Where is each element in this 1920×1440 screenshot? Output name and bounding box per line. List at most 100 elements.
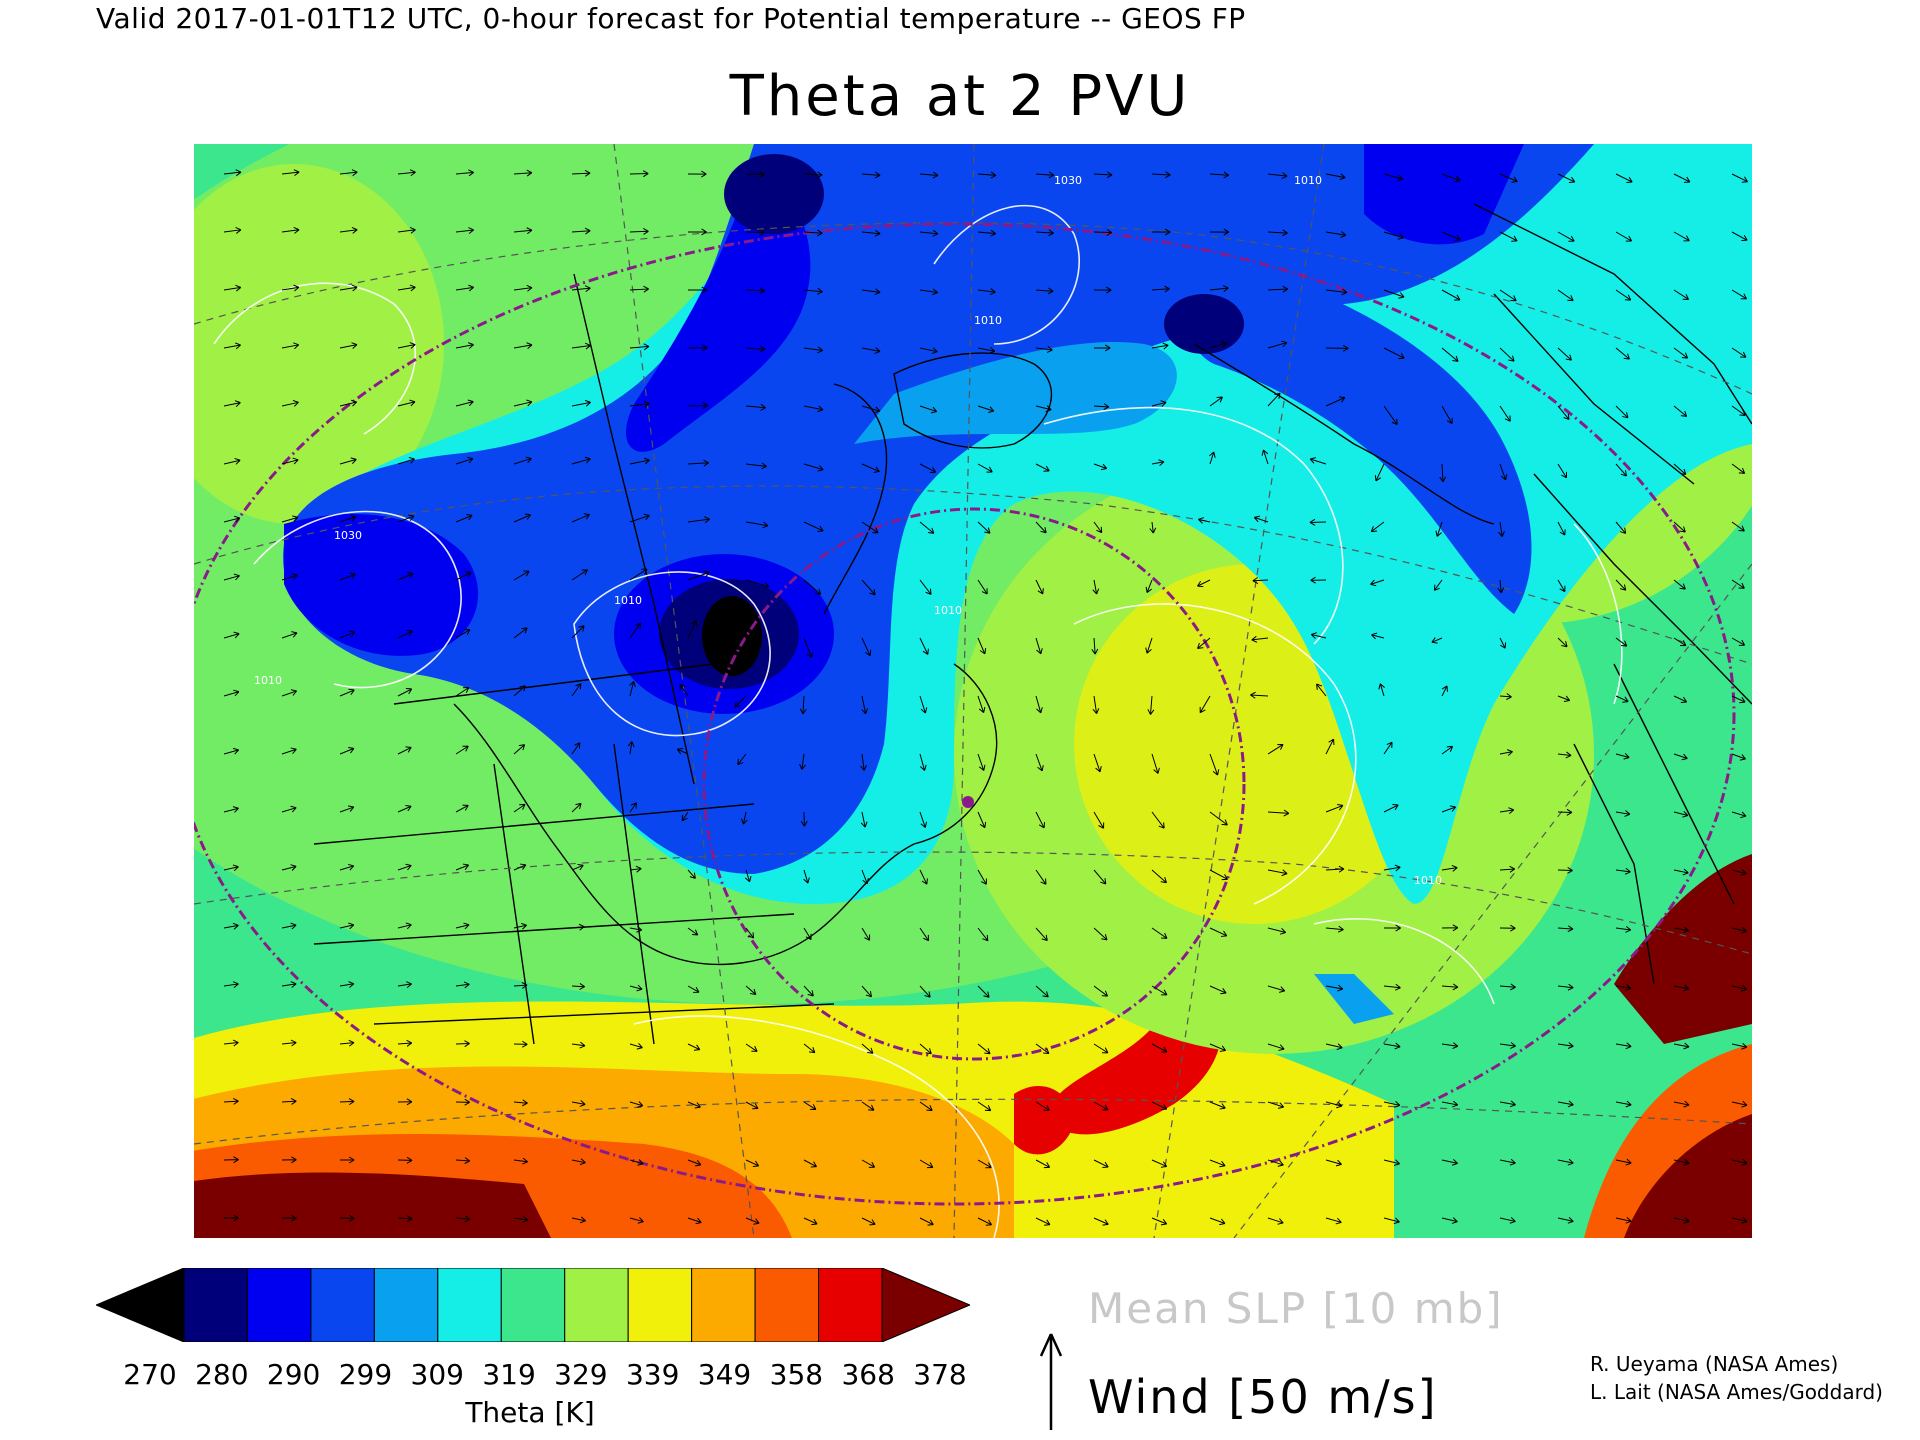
wind-vector-arrow: [919, 695, 928, 714]
wind-vector-arrow: [1615, 752, 1630, 760]
wind-vector-arrow: [339, 514, 357, 523]
wind-vector-arrow: [1441, 745, 1454, 755]
wind-vector-arrow: [1615, 867, 1631, 875]
wind-vector-arrow: [803, 985, 814, 997]
wind-vector-arrow: [339, 805, 355, 813]
wind-vector-arrow: [281, 1039, 297, 1047]
wind-vector-arrow: [1091, 637, 1099, 655]
wind-vector-arrow: [1267, 229, 1288, 237]
wind-vector-arrow: [861, 869, 869, 885]
wind-vector-arrow: [1378, 683, 1385, 697]
wind-vector-arrow: [1731, 405, 1746, 416]
colorbar-tick-label: 329: [554, 1358, 608, 1391]
wind-vector-arrow: [281, 169, 300, 177]
wind-vector-arrow: [339, 342, 358, 349]
wind-vector-arrow: [745, 927, 755, 939]
wind-vector-arrow: [1151, 753, 1160, 774]
wind-vector-arrow: [1209, 985, 1227, 995]
wind-vector-arrow: [803, 346, 824, 354]
wind-vector-arrow: [513, 685, 526, 697]
wind-vector-arrow: [339, 922, 355, 930]
wind-vector-arrow: [281, 922, 297, 930]
wind-vector-arrow: [1673, 347, 1689, 359]
wind-vector-arrow: [861, 637, 872, 657]
wind-legend: Wind [50 m/s]: [1088, 1370, 1438, 1424]
wind-vector-arrow: [339, 284, 358, 292]
wind-vector-arrow: [861, 229, 881, 237]
wind-vector-arrow: [1441, 1100, 1459, 1108]
wind-vector-arrow: [745, 1043, 758, 1052]
wind-vector-arrow: [629, 170, 649, 178]
wind-vector-arrow: [687, 516, 710, 524]
wind-vector-arrow: [1093, 521, 1103, 534]
wind-vector-arrow: [1673, 231, 1690, 242]
lat-lon-graticule: [194, 144, 1752, 1238]
wind-vector-arrow: [397, 457, 415, 465]
isobar-label: 1010: [254, 674, 282, 687]
wind-vector-arrow: [339, 981, 355, 988]
wind-vector-arrow: [1731, 695, 1746, 704]
wind-vector-arrow: [629, 568, 648, 581]
wind-vector-arrow: [223, 457, 241, 465]
wind-vector-arrow: [861, 405, 881, 414]
colorbar-tick-label: 280: [195, 1358, 249, 1391]
wind-vector-arrow: [1325, 803, 1344, 813]
wind-vector-arrow: [223, 515, 241, 523]
wind-vector-arrow: [977, 288, 996, 295]
wind-vector-arrow: [1093, 403, 1110, 411]
wind-vector-arrow: [687, 927, 699, 936]
wind-vector-arrow: [339, 746, 355, 755]
wind-vector-arrow: [977, 171, 997, 179]
wind-vector-arrow: [977, 927, 989, 942]
wind-vector-arrow: [1267, 285, 1289, 293]
wind-vector-arrow: [977, 579, 988, 595]
wind-vector-arrow: [281, 747, 297, 755]
wind-vector-arrow: [803, 171, 823, 179]
isobar-label: 1010: [1294, 174, 1322, 187]
isobar-labels: 1030 1010 1010 1010 1030 1010 1010 1010: [254, 174, 1442, 887]
wind-vector-arrow: [1731, 1217, 1748, 1224]
wind-vector-arrow: [1383, 405, 1398, 426]
wind-vector-arrow: [1673, 637, 1687, 647]
wind-vector-arrow: [1267, 927, 1287, 935]
wind-vector-arrow: [1557, 1216, 1574, 1224]
wind-vector-arrow: [803, 405, 824, 413]
wind-vector-arrow: [1673, 579, 1686, 590]
wind-vector-arrow: [513, 169, 533, 177]
wind-vector-arrow: [1035, 869, 1047, 885]
colorbar-tick-label: 339: [625, 1358, 680, 1391]
wind-vector-arrow: [977, 346, 996, 354]
wind-vector-arrow: [861, 171, 881, 179]
wind-vector-arrow: [223, 981, 239, 989]
wind-vector-arrow: [734, 695, 747, 708]
wind-vector-arrow: [1151, 459, 1165, 467]
wind-vector-arrow: [1325, 738, 1335, 755]
wind-vector-arrow: [1209, 811, 1228, 826]
wind-vector-arrow: [745, 1159, 760, 1167]
wind-vector-arrow: [1093, 753, 1102, 773]
wind-vector-arrow: [919, 1101, 933, 1112]
wind-vector-arrow: [281, 1214, 297, 1222]
wind-vector-arrow: [1209, 451, 1216, 465]
wind-vector-arrow: [803, 1217, 818, 1226]
wind-vector-arrow: [223, 747, 240, 755]
wind-vector-arrow: [1035, 521, 1047, 534]
wind-vector-arrow: [803, 521, 824, 533]
wind-vector-arrow: [1035, 171, 1055, 179]
wind-vector-arrow: [687, 459, 709, 467]
wind-vector-arrow: [397, 629, 413, 639]
wind-vector-arrow: [919, 171, 939, 179]
wind-vector-arrow: [339, 1098, 355, 1106]
wind-vector-arrow: [571, 569, 588, 581]
wind-vector-arrow: [1383, 289, 1405, 299]
wind-vector-arrow: [339, 1039, 355, 1047]
wind-vector-arrow: [687, 1217, 702, 1225]
tropopause-fold-contours: [194, 222, 1736, 1206]
wind-vector-arrow: [1209, 171, 1230, 179]
wind-vector-arrow: [977, 229, 997, 237]
wind-vector-arrow: [687, 170, 707, 178]
wind-vector-arrow: [1267, 1159, 1284, 1167]
wind-vector-arrow: [281, 689, 298, 697]
wind-vector-arrow: [1673, 984, 1690, 992]
wind-vector-arrow: [1383, 1159, 1400, 1166]
